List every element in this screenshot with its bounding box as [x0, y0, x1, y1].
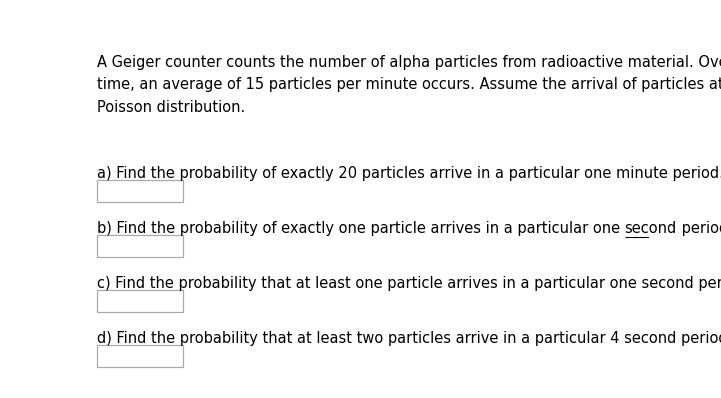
- Text: b) Find the probability of exactly one particle arrives in a particular one: b) Find the probability of exactly one p…: [97, 221, 624, 236]
- Text: c) Find the probability that at least one particle arrives in a particular one s: c) Find the probability that at least on…: [97, 276, 721, 291]
- Text: A Geiger counter counts the number of alpha particles from radioactive material.: A Geiger counter counts the number of al…: [97, 55, 721, 70]
- Text: period.: period.: [677, 221, 721, 236]
- FancyBboxPatch shape: [97, 179, 183, 202]
- Text: Poisson distribution.: Poisson distribution.: [97, 100, 245, 115]
- Text: d) Find the probability that at least two particles arrive in a particular 4 sec: d) Find the probability that at least tw…: [97, 331, 721, 346]
- FancyBboxPatch shape: [97, 290, 183, 312]
- FancyBboxPatch shape: [97, 235, 183, 257]
- Text: second: second: [624, 221, 677, 236]
- Text: a) Find the probability of exactly 20 particles arrive in a particular one minut: a) Find the probability of exactly 20 pa…: [97, 166, 721, 181]
- FancyBboxPatch shape: [97, 345, 183, 367]
- Text: time, an average of 15 particles per minute occurs. Assume the arrival of partic: time, an average of 15 particles per min…: [97, 78, 721, 92]
